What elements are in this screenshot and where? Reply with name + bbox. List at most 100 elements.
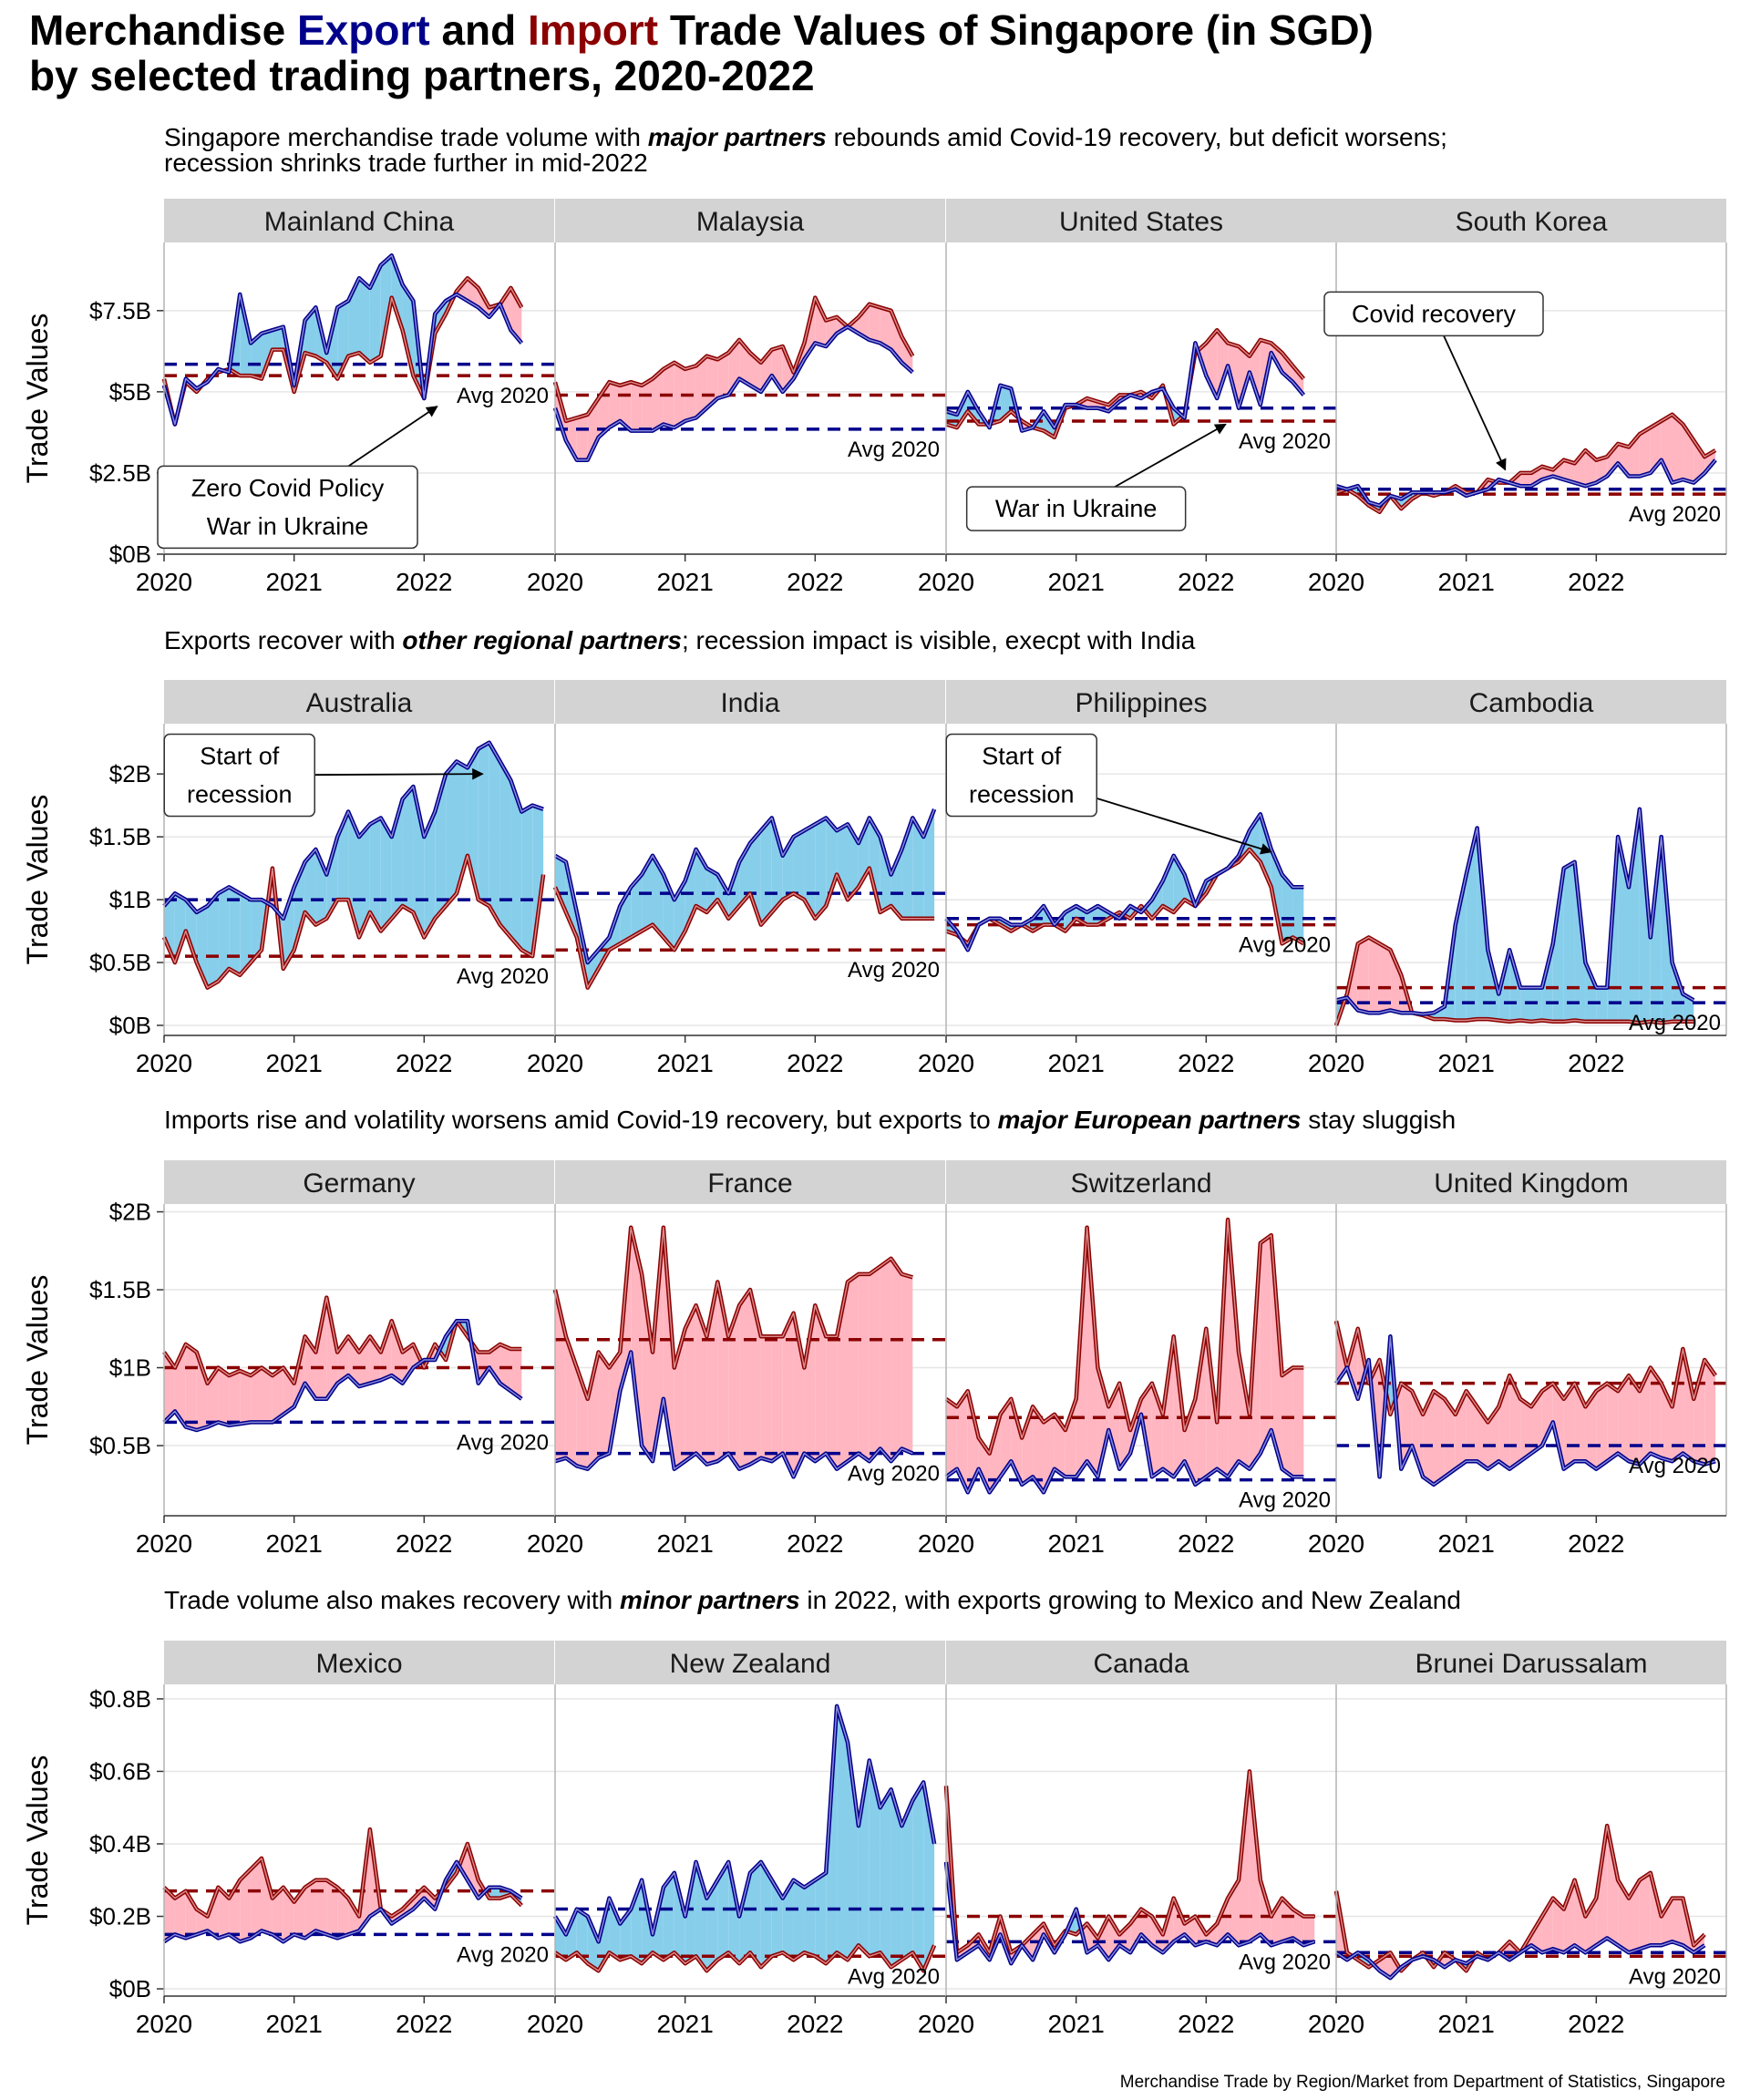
export-surplus-fill — [1162, 855, 1174, 912]
row-subtitle-segment: ; recession impact is visible, execpt wi… — [682, 626, 1196, 654]
x-tick-label: 2021 — [266, 1049, 323, 1077]
import-surplus-fill — [1097, 1367, 1109, 1477]
source-caption: Merchandise Trade by Region/Market from … — [1120, 2073, 1725, 2092]
export-surplus-fill — [174, 893, 186, 963]
row-subtitle-segment: other regional partners — [402, 626, 682, 654]
x-tick-label: 2020 — [918, 2010, 974, 2038]
x-tick-label: 2020 — [136, 1529, 192, 1558]
annotation-text: Covid recovery — [1352, 300, 1517, 327]
facet-strip — [164, 680, 554, 724]
import-surplus-fill — [262, 1367, 273, 1423]
import-surplus-fill — [1292, 1367, 1304, 1477]
row-subtitle: Imports rise and volatility worsens amid… — [164, 1106, 1456, 1134]
export-surplus-fill — [218, 887, 230, 982]
avg-2020-label: Avg 2020 — [848, 958, 940, 983]
import-surplus-fill — [1639, 1872, 1651, 1950]
row-subtitle: Trade volume also makes recovery with mi… — [164, 1586, 1461, 1614]
import-surplus-fill — [1552, 1898, 1564, 1953]
export-surplus-fill — [510, 780, 522, 951]
import-surplus-fill — [1541, 1898, 1553, 1953]
facet-strip — [1336, 1160, 1726, 1204]
import-surplus-fill — [272, 1367, 283, 1423]
x-tick-label: 2021 — [266, 1529, 323, 1558]
import-surplus-fill — [196, 1352, 208, 1430]
avg-2020-label: Avg 2020 — [848, 438, 940, 462]
x-tick-label: 2022 — [396, 2010, 452, 2038]
import-surplus-fill — [653, 368, 664, 431]
export-surplus-fill — [685, 1861, 696, 1964]
import-surplus-fill — [858, 1273, 870, 1462]
export-surplus-fill — [1629, 808, 1640, 1024]
x-tick-label: 2022 — [787, 568, 843, 596]
y-tick-label: $1.5B — [89, 823, 151, 850]
import-surplus-fill — [1357, 937, 1369, 1014]
facet-strip — [946, 199, 1336, 242]
export-surplus-fill — [251, 900, 262, 963]
import-surplus-fill — [587, 1352, 599, 1469]
facet-panel: Australia Avg 2020 2020 2021 2022 Start of rec… — [136, 680, 554, 1077]
import-surplus-fill — [815, 297, 827, 346]
facet-panel: Brunei Darussalam Avg 2020 2020 2021 2022 — [1308, 1641, 1727, 2038]
import-surplus-fill — [815, 1305, 827, 1462]
import-surplus-fill — [315, 1297, 327, 1399]
export-surplus-fill — [782, 1879, 794, 1961]
import-surplus-fill — [1108, 1916, 1120, 1961]
export-series-highlight — [163, 1861, 522, 1943]
y-axis-title: Trade Values — [21, 1755, 54, 1926]
x-tick-label: 2020 — [1308, 2010, 1364, 2038]
annotation: War in Ukraine — [965, 423, 1227, 531]
export-surplus-fill — [565, 1909, 577, 1961]
import-surplus-fill — [1260, 1235, 1271, 1454]
export-surplus-fill — [489, 742, 500, 925]
row-subtitle-segment: Singapore merchandise trade volume with — [164, 123, 648, 151]
import-surplus-fill — [946, 1398, 957, 1477]
import-surplus-fill — [1239, 1352, 1250, 1469]
export-surplus-fill — [815, 1872, 827, 1964]
export-surplus-fill — [760, 1861, 772, 1968]
avg-2020-label: Avg 2020 — [848, 1462, 940, 1487]
y-tick-label: $0B — [109, 1012, 151, 1039]
export-series-highlight — [163, 1320, 522, 1431]
export-surplus-fill — [631, 874, 643, 938]
annotation-text: Start of — [200, 743, 280, 770]
export-series-highlight — [945, 1861, 1315, 1964]
import-surplus-fill — [1629, 1879, 1640, 1953]
row-subtitle: Exports recover with other regional part… — [164, 626, 1196, 654]
export-surplus-fill — [674, 1872, 685, 1964]
import-surplus-fill — [1552, 1383, 1564, 1469]
export-surplus-fill — [435, 774, 447, 919]
y-tick-label: $0B — [109, 540, 151, 568]
import-surplus-fill — [1607, 1826, 1619, 1946]
import-surplus-fill — [1618, 443, 1629, 477]
export-surplus-fill — [739, 1872, 750, 1964]
x-tick-label: 2022 — [787, 1529, 843, 1558]
y-tick-label: $2B — [109, 1199, 151, 1226]
avg-2020-label: Avg 2020 — [1629, 1011, 1721, 1035]
export-series-highlight — [1335, 458, 1716, 507]
x-tick-label: 2020 — [918, 568, 974, 596]
export-surplus-fill — [315, 849, 327, 925]
import-surplus-fill — [1596, 1383, 1608, 1469]
x-tick-label: 2021 — [1438, 1529, 1495, 1558]
import-surplus-fill — [1629, 1375, 1640, 1465]
import-surplus-fill — [1607, 1383, 1619, 1462]
export-surplus-fill — [848, 824, 859, 901]
row-subtitle-segment: major partners — [648, 123, 827, 151]
export-surplus-fill — [609, 1898, 621, 1961]
import-surplus-fill — [1271, 1898, 1282, 1946]
export-series-highlight — [554, 1351, 913, 1478]
export-surplus-fill — [446, 761, 457, 906]
import-surplus-fill — [1292, 1909, 1304, 1946]
export-surplus-fill — [771, 1879, 783, 1957]
export-surplus-fill — [869, 818, 880, 912]
import-series-highlight — [1335, 936, 1694, 1026]
facet-strip — [946, 1160, 1336, 1204]
import-surplus-fill — [565, 1336, 577, 1467]
export-surplus-fill — [1531, 987, 1542, 1022]
import-surplus-fill — [1531, 1391, 1542, 1454]
row-subtitle-segment: Trade volume also makes recovery with — [164, 1586, 620, 1614]
annotation-text: War in Ukraine — [207, 512, 369, 540]
annotation-text: War in Ukraine — [995, 495, 1158, 522]
import-surplus-fill — [240, 1868, 252, 1942]
import-surplus-fill — [304, 1879, 316, 1939]
